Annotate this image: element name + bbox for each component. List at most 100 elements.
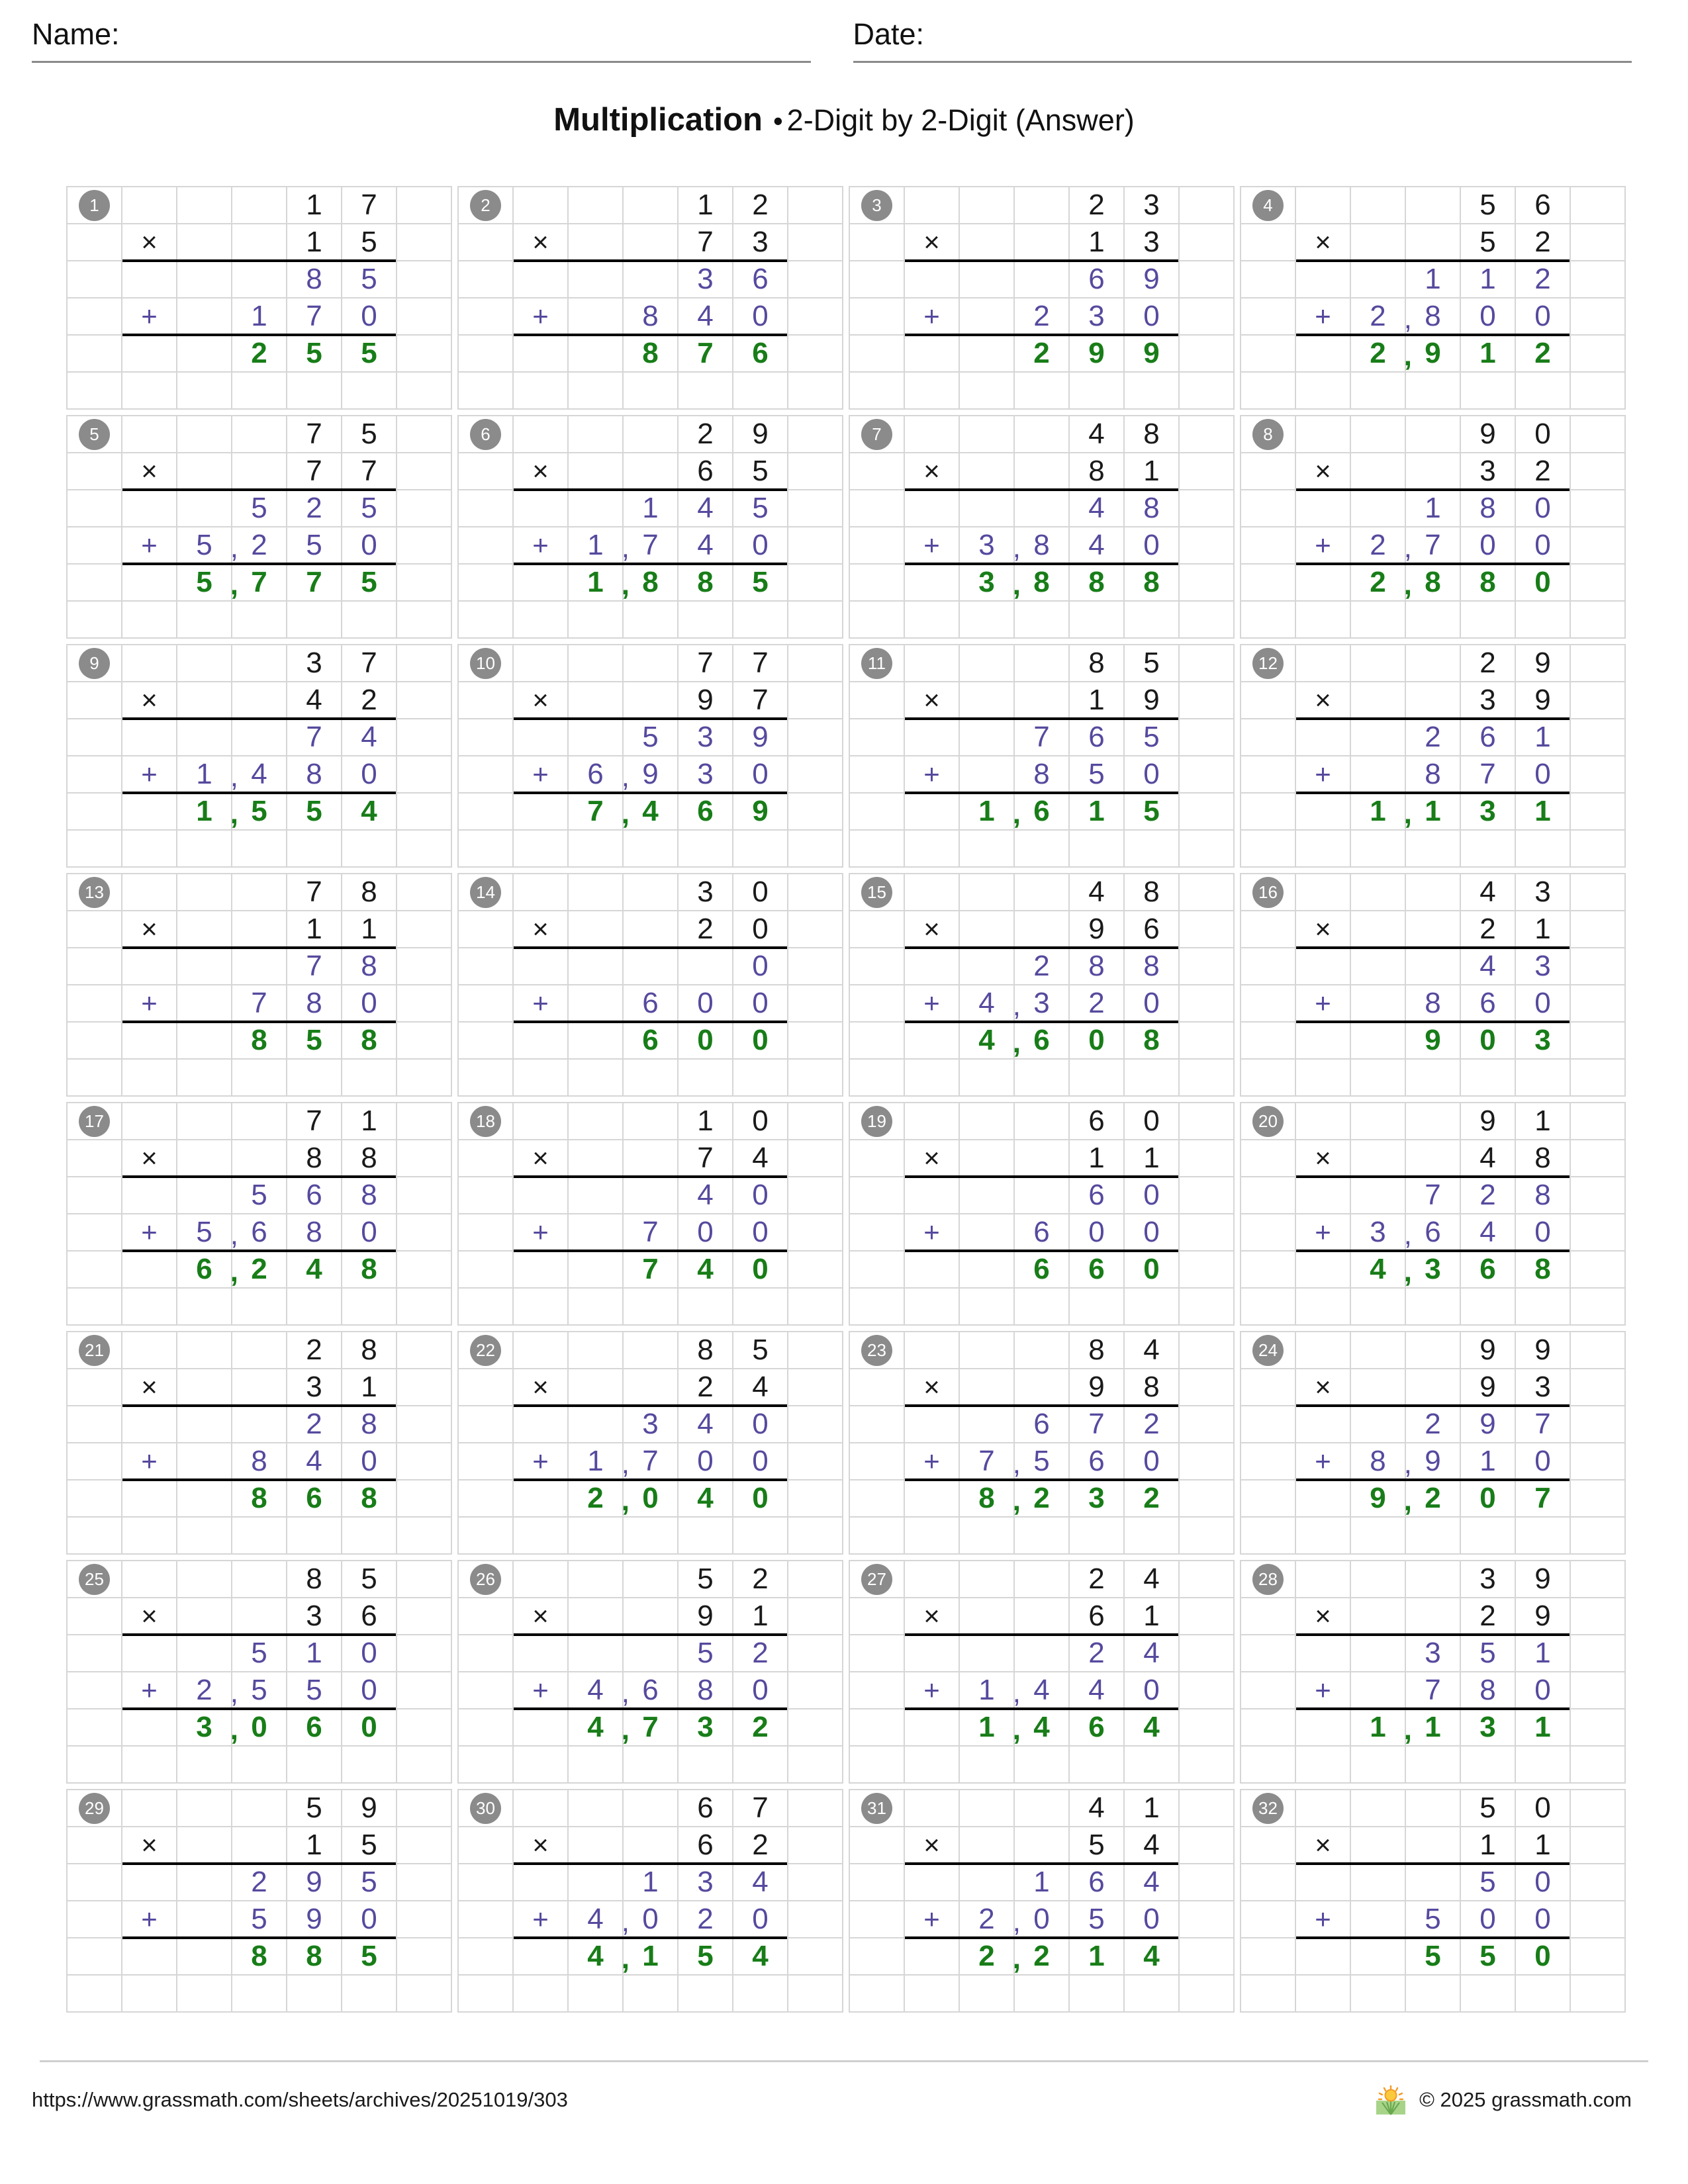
bottom-factor-digit: 4 xyxy=(287,682,341,718)
grid-cell xyxy=(397,1060,451,1095)
partial-product-2-digit: 7 xyxy=(1406,527,1460,563)
answer-digit: 5 xyxy=(287,794,341,829)
grid-cell xyxy=(1571,261,1624,297)
grid-cell xyxy=(1015,1518,1068,1553)
grid-cell xyxy=(1241,1672,1295,1708)
grid-cell xyxy=(850,1901,904,1937)
grid-cell xyxy=(397,756,451,792)
problem-number-badge: 17 xyxy=(79,1105,110,1137)
grid-cell xyxy=(569,1561,622,1597)
bottom-factor-digit: 1 xyxy=(733,1598,787,1634)
grid-cell xyxy=(232,948,286,984)
grid-cell xyxy=(397,1177,451,1213)
bottom-factor-digit: 2 xyxy=(679,911,732,947)
plus-operator-icon: + xyxy=(514,527,567,563)
bottom-factor-digit: 7 xyxy=(342,453,396,489)
grid-cell: 12 xyxy=(1241,645,1295,681)
problem-block: 23 8 4 × 9 8 6 7 2 +7, 5 6 0 8, 2 3 2 xyxy=(849,1331,1235,1555)
problem-number-badge: 9 xyxy=(79,647,110,679)
grid-cell xyxy=(624,1060,677,1095)
grid-cell xyxy=(1241,373,1295,408)
thousands-comma: , xyxy=(1012,1713,1021,1746)
plus-operator-icon: + xyxy=(1296,1901,1350,1937)
partial-product-1-digit: 5 xyxy=(679,1635,732,1671)
grid-cell xyxy=(514,1561,567,1597)
equals-rule-line xyxy=(122,334,396,336)
answer-digit: 8 xyxy=(342,1251,396,1287)
top-factor-digit: 4 xyxy=(1125,1561,1178,1597)
problem-number-badge: 27 xyxy=(861,1563,892,1595)
grid-cell xyxy=(624,453,677,489)
grid-cell xyxy=(459,373,512,408)
grid-cell xyxy=(397,1023,451,1058)
grid-cell xyxy=(569,1369,622,1405)
grid-cell xyxy=(1015,1790,1068,1826)
times-operator-icon: × xyxy=(122,224,176,260)
partial-product-1-digit: 6 xyxy=(1070,719,1123,755)
grid-cell xyxy=(1015,1598,1068,1634)
grid-cell xyxy=(1516,1747,1570,1782)
grid-cell xyxy=(1241,1864,1295,1900)
grid-cell xyxy=(287,1289,341,1324)
top-factor-digit: 2 xyxy=(679,416,732,452)
partial-product-1-digit: 0 xyxy=(733,948,787,984)
partial-product-2-digit: 0 xyxy=(1125,756,1178,792)
grid-cell xyxy=(1241,756,1295,792)
bottom-factor-digit: 5 xyxy=(1070,1827,1123,1863)
grid-cell xyxy=(1015,224,1068,260)
grid-cell xyxy=(514,645,567,681)
thousands-comma: , xyxy=(621,797,630,830)
grid-cell xyxy=(1351,911,1405,947)
grid-cell xyxy=(850,1369,904,1405)
grid-cell xyxy=(397,1709,451,1745)
partial-product-2-digit: 0 xyxy=(733,1214,787,1250)
grid-cell xyxy=(788,1518,842,1553)
grid-cell xyxy=(514,565,567,600)
grid-cell xyxy=(1180,1023,1233,1058)
plus-operator-icon: + xyxy=(905,1443,959,1479)
grid-cell xyxy=(514,794,567,829)
problem-block: 3 2 3 × 1 3 6 9 +2 3 0 2 9 9 xyxy=(849,186,1235,410)
grid-cell xyxy=(960,1140,1013,1176)
grid-cell xyxy=(1180,1369,1233,1405)
times-operator-icon: × xyxy=(122,1369,176,1405)
grid-cell xyxy=(1351,1023,1405,1058)
bottom-factor-digit: 5 xyxy=(733,453,787,489)
grid-cell xyxy=(1296,1406,1350,1442)
partial-product-1-digit: 2 xyxy=(1125,1406,1178,1442)
grid-cell xyxy=(1406,1140,1460,1176)
grid-cell xyxy=(1180,602,1233,637)
grid-cell xyxy=(1571,298,1624,334)
bottom-factor-digit: 6 xyxy=(679,453,732,489)
problem-number-badge: 8 xyxy=(1252,418,1284,450)
grid-cell xyxy=(1296,1864,1350,1900)
grid-cell xyxy=(1571,1214,1624,1250)
grid-cell xyxy=(177,336,231,371)
grid-cell xyxy=(514,948,567,984)
grid-cell xyxy=(514,1023,567,1058)
grid-cell xyxy=(788,373,842,408)
partial-product-2-digit: 0 xyxy=(679,985,732,1021)
grid-cell xyxy=(232,1518,286,1553)
bottom-factor-digit: 2 xyxy=(1516,224,1570,260)
answer-digit: 6 xyxy=(679,794,732,829)
date-field: Date: xyxy=(853,17,1632,63)
answer-digit: 0 xyxy=(1070,1023,1123,1058)
equals-rule-line xyxy=(514,1404,787,1407)
grid-cell: 27 xyxy=(850,1561,904,1597)
partial-product-1-digit: 4 xyxy=(679,1177,732,1213)
grid-cell xyxy=(514,187,567,223)
answer-digit: 2 xyxy=(232,1251,286,1287)
top-factor-digit: 5 xyxy=(287,1790,341,1826)
thousands-comma: , xyxy=(1403,1255,1412,1288)
partial-product-1-digit: 8 xyxy=(287,261,341,297)
grid-cell xyxy=(177,645,231,681)
grid-cell xyxy=(1351,1177,1405,1213)
partial-product-2-digit: 2 xyxy=(679,1901,732,1937)
grid-cell xyxy=(788,831,842,866)
grid-cell: 1 xyxy=(68,187,121,223)
equals-rule-line xyxy=(122,563,396,565)
grid-cell xyxy=(287,602,341,637)
grid-cell xyxy=(68,1369,121,1405)
grid-cell xyxy=(569,1598,622,1634)
